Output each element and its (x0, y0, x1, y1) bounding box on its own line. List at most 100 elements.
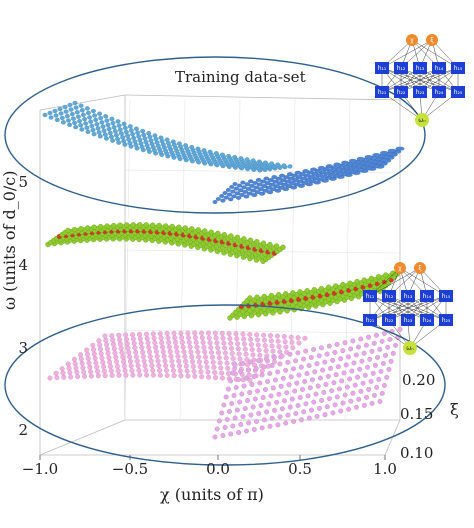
lower-band-point (220, 433, 226, 438)
upper-band-point (349, 158, 357, 163)
lower-band-point (261, 332, 267, 338)
lower-band-point (366, 334, 372, 340)
lower-band-point (265, 379, 271, 384)
upper-band-point (78, 103, 84, 108)
lower-band-point (165, 335, 171, 341)
middle-band-point (78, 226, 84, 232)
lower-band-point (209, 350, 215, 355)
upper-band-point (80, 112, 86, 117)
lower-band-point (115, 368, 121, 374)
lower-band-point (114, 363, 120, 369)
y-tick-label: 2 (18, 421, 28, 439)
upper-band-point (333, 162, 341, 167)
upper-band-point (226, 153, 232, 159)
lower-band-point (86, 360, 92, 366)
upper-band-point (223, 195, 229, 200)
lower-band-point (105, 350, 111, 356)
lower-band-point (243, 375, 249, 381)
middle-band-point (104, 223, 110, 229)
lower-band-point (306, 415, 312, 421)
lower-band-point (351, 360, 357, 366)
lower-band-point (387, 336, 393, 342)
upper-band-point (89, 123, 95, 129)
upper-band-point (236, 183, 243, 188)
lower-band-point (130, 372, 136, 378)
lower-band-point (144, 372, 150, 378)
hidden-node (439, 290, 453, 302)
hidden-node (363, 314, 377, 326)
lower-band-point (166, 344, 172, 350)
upper-band-point (152, 133, 158, 138)
lower-band-point (242, 406, 248, 411)
lower-band-point (135, 363, 141, 369)
lower-band-point (193, 339, 199, 345)
lower-band-point (84, 347, 90, 353)
lower-band-point (210, 359, 216, 365)
upper-band-point (231, 194, 237, 199)
lower-band-point (243, 428, 249, 434)
upper-band-point (67, 122, 73, 127)
upper-band-point (245, 186, 252, 191)
middle-band-point (97, 223, 104, 230)
upper-band-point (83, 121, 89, 126)
lower-band-point (357, 366, 363, 372)
lower-band-point (130, 336, 136, 342)
upper-band-point (63, 109, 69, 114)
lower-band-point (244, 357, 250, 362)
upper-band-point (62, 104, 68, 110)
lower-band-point (128, 363, 134, 369)
lower-band-point (254, 332, 260, 338)
lower-band-point (205, 369, 211, 375)
lower-band-point (253, 366, 259, 371)
grid-line (124, 329, 401, 334)
lower-band-point (283, 344, 289, 350)
lower-band-point (185, 330, 191, 336)
lower-band-point (154, 353, 160, 359)
lower-band-point (319, 397, 325, 403)
lower-band-point (316, 353, 322, 359)
lower-band-point (175, 353, 181, 359)
lower-band-point (187, 344, 193, 350)
upper-band-point (75, 114, 81, 119)
upper-band-point (87, 115, 93, 120)
middle-band-point (254, 294, 260, 300)
network-edge (399, 267, 447, 297)
lower-band-point (340, 348, 346, 354)
lower-band-point (118, 345, 124, 351)
upper-band-point (130, 132, 136, 137)
lower-band-point (104, 346, 110, 352)
lower-band-point (246, 367, 251, 373)
lower-band-point (203, 354, 208, 360)
lower-band-point (122, 368, 128, 374)
lower-band-point (152, 340, 158, 346)
lower-band-point (281, 334, 287, 340)
lower-band-point (229, 350, 235, 356)
lower-band-point (240, 414, 246, 419)
lower-band-point (328, 365, 333, 371)
upper-band-point (82, 117, 88, 122)
upper-band-point (103, 114, 109, 119)
upper-band-point (109, 116, 115, 122)
lower-band-point (269, 415, 275, 421)
lower-band-point (117, 341, 123, 347)
upper-band-point (232, 182, 238, 186)
lower-band-point (257, 380, 263, 386)
middle-band-point (347, 280, 353, 286)
upper-band-point (104, 118, 110, 123)
lower-band-point (140, 354, 146, 360)
lower-band-point (239, 391, 245, 397)
lower-band-point (292, 388, 298, 394)
lower-band-point (248, 412, 254, 418)
z-tick-label: 0.15 (400, 405, 433, 423)
lower-band-point (340, 400, 346, 406)
lower-band-point (109, 372, 115, 378)
lower-band-point (96, 338, 102, 344)
lower-band-point (161, 353, 167, 359)
lower-band-point (181, 349, 187, 355)
hidden-node (363, 290, 377, 302)
upper-band-point (126, 137, 132, 142)
lower-band-point (302, 335, 308, 341)
lower-band-point (160, 344, 165, 350)
upper-band-point (212, 200, 218, 204)
lower-band-point (190, 364, 196, 369)
